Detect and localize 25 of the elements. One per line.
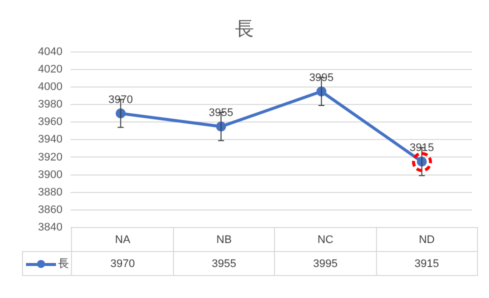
annotation: 3970 (108, 94, 133, 106)
x-tick-label: NA (72, 228, 174, 252)
chart-title: 長 (234, 17, 255, 42)
annotation: 3995 (309, 72, 334, 84)
y-tick-label: 3980 (38, 98, 62, 111)
y-tick-label: 3940 (38, 134, 62, 146)
data-label: 3970 (72, 252, 174, 276)
y-tick-label: 3880 (38, 186, 62, 198)
y-tick-label: 3860 (38, 204, 62, 216)
legend-label: 長 (22, 252, 72, 276)
y-tick-label: 4020 (38, 64, 62, 76)
y-tick-label: 3840 (38, 221, 62, 234)
y-tick-label: 3900 (38, 168, 62, 181)
x-tick-label: NC (274, 228, 376, 252)
annotation: 3915 (410, 142, 434, 154)
y-tick-label: 4040 (38, 46, 62, 58)
data-label: 3955 (173, 252, 275, 276)
data-label: 3995 (274, 252, 376, 276)
y-tick-label: 4000 (38, 81, 62, 94)
x-tick-label: NB (173, 228, 275, 252)
y-tick-label: 3960 (38, 116, 62, 128)
data-label: 3915 (376, 252, 478, 276)
y-tick-label: 3920 (38, 151, 62, 164)
annotation: 3955 (208, 107, 234, 120)
x-tick-label: ND (376, 228, 478, 252)
